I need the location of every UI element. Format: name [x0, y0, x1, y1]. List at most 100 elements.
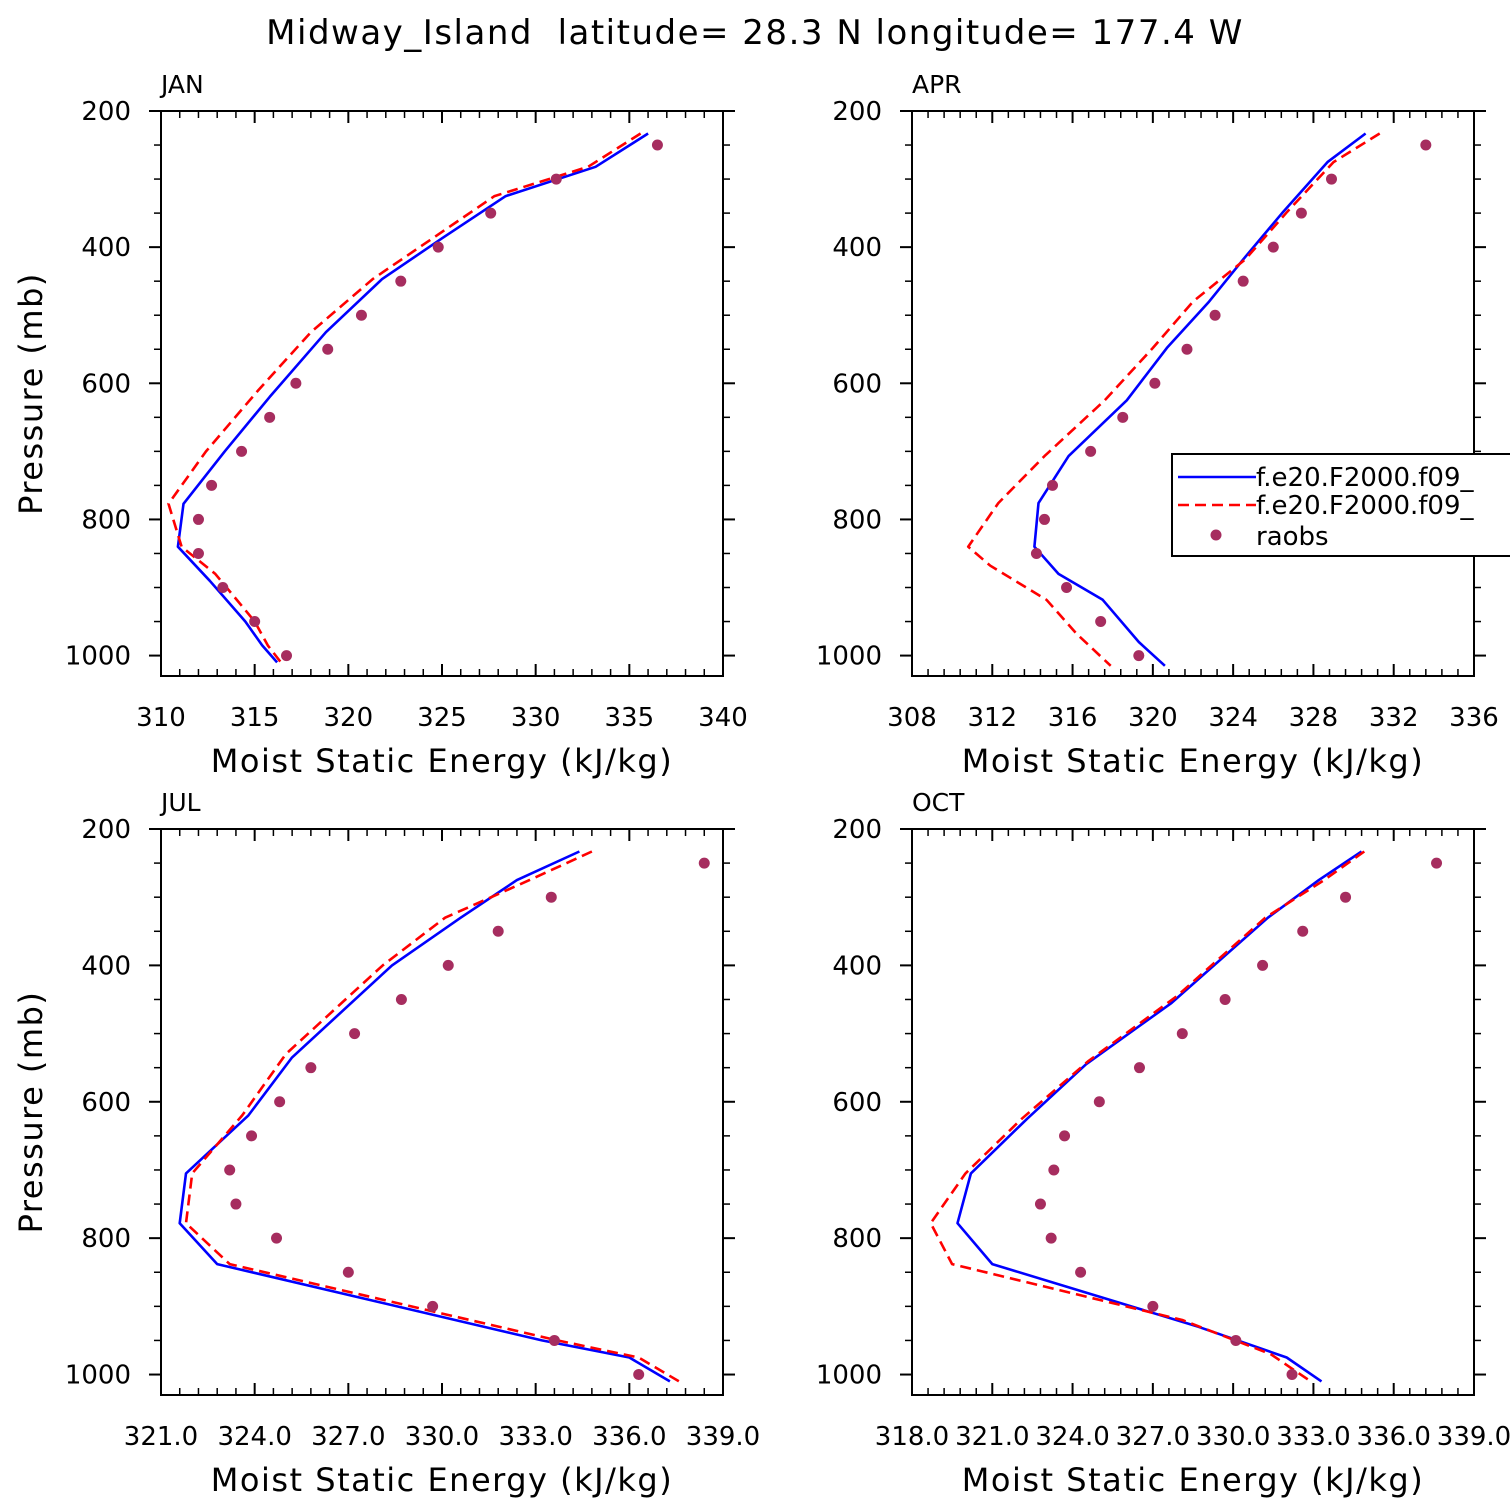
raobs-point — [1117, 411, 1129, 423]
raobs-point — [1219, 993, 1231, 1005]
raobs-point — [485, 207, 497, 219]
raobs-point — [1045, 1232, 1057, 1244]
x-tick-label: 333.0 — [1276, 1422, 1350, 1452]
raobs-point — [230, 1198, 242, 1210]
raobs-point — [545, 891, 557, 903]
raobs-point — [281, 650, 293, 662]
raobs-point — [492, 925, 504, 937]
raobs-point — [246, 1130, 258, 1142]
x-tick-label: 336.0 — [592, 1422, 666, 1452]
raobs-point — [1297, 925, 1309, 937]
x-tick-label: 336.0 — [1356, 1422, 1430, 1452]
x-tick-label: 321.0 — [124, 1422, 198, 1452]
raobs-point — [1048, 1164, 1060, 1176]
y-tick-label: 1000 — [816, 642, 882, 672]
raobs-point — [1181, 343, 1193, 355]
model2-line — [966, 132, 1381, 667]
raobs-point — [342, 1266, 354, 1278]
x-tick-label: 308 — [887, 703, 937, 733]
x-tick-label: 318.0 — [875, 1422, 949, 1452]
x-tick-label: 327.0 — [311, 1422, 385, 1452]
raobs-point — [432, 241, 444, 253]
x-tick-label: 330.0 — [1196, 1422, 1270, 1452]
y-tick-label: 1000 — [816, 1361, 882, 1391]
raobs-point — [1093, 1096, 1105, 1108]
y-tick-label: 800 — [81, 505, 131, 535]
x-axis-label: Moist Static Energy (kJ/kg) — [211, 742, 673, 780]
x-tick-label: 320 — [1128, 703, 1178, 733]
x-tick-label: 330.0 — [405, 1422, 479, 1452]
legend-box — [1171, 453, 1510, 557]
raobs-point — [1325, 173, 1337, 185]
legend-label: f.e20.F2000.f09_ — [1256, 463, 1474, 493]
raobs-point — [1286, 1369, 1298, 1381]
y-tick-label: 200 — [832, 97, 882, 127]
raobs-point — [698, 857, 710, 869]
x-tick-label: 327.0 — [1116, 1422, 1190, 1452]
raobs-point — [442, 959, 454, 971]
raobs-point — [1075, 1266, 1087, 1278]
x-tick-label: 339.0 — [1437, 1422, 1510, 1452]
y-tick-label: 400 — [832, 233, 882, 263]
y-tick-label: 1000 — [65, 1361, 131, 1391]
x-tick-label: 330 — [511, 703, 561, 733]
raobs-point — [1340, 891, 1352, 903]
x-tick-label: 340 — [698, 703, 748, 733]
raobs-point — [1420, 139, 1432, 151]
x-tick-label: 316 — [1048, 703, 1098, 733]
raobs-point — [290, 377, 302, 389]
chart-panel-apr: 308 312 316 320 324 328 332 336 200 400 600 800 1000… — [816, 70, 1499, 780]
raobs-point — [1133, 650, 1145, 662]
raobs-point — [264, 411, 276, 423]
model2-line — [929, 850, 1366, 1383]
y-tick-label: 800 — [81, 1224, 131, 1254]
x-tick-label: 324.0 — [217, 1422, 291, 1452]
raobs-point — [217, 582, 229, 594]
raobs-point — [322, 343, 334, 355]
series-group — [178, 850, 710, 1385]
x-tick-label: 332 — [1369, 703, 1419, 733]
y-tick-label: 400 — [81, 951, 131, 981]
x-tick-label: 324.0 — [1035, 1422, 1109, 1452]
x-axis-label: Moist Static Energy (kJ/kg) — [962, 1461, 1424, 1499]
model1-line — [1033, 132, 1367, 667]
raobs-point — [236, 445, 248, 457]
raobs-point — [192, 547, 204, 559]
raobs-point — [1149, 377, 1161, 389]
panel-title: APR — [912, 70, 962, 99]
y-tick-label: 200 — [81, 815, 131, 845]
y-axis-label: Pressure (mb) — [12, 991, 50, 1234]
legend-label: raobs — [1256, 522, 1329, 552]
raobs-point — [1431, 857, 1443, 869]
raobs-point — [1295, 207, 1307, 219]
raobs-point — [651, 139, 663, 151]
raobs-point — [349, 1028, 361, 1040]
raobs-point — [1267, 241, 1279, 253]
chart-panel-oct: 318.0 321.0 324.0 327.0 330.0 333.0 336.0 339.0… — [816, 788, 1510, 1499]
x-tick-label: 339.0 — [686, 1422, 760, 1452]
series-group — [966, 132, 1432, 667]
raobs-point — [548, 1334, 560, 1346]
raobs-point — [427, 1300, 439, 1312]
y-tick-label: 200 — [81, 97, 131, 127]
x-axis-label: Moist Static Energy (kJ/kg) — [211, 1461, 673, 1499]
legend-label: f.e20.F2000.f09_ — [1256, 491, 1474, 521]
chart-panel-jul: 321.0 324.0 327.0 330.0 333.0 336.0 339.0 200 40… — [12, 788, 760, 1499]
raobs-point — [1047, 479, 1058, 491]
x-tick-label: 315 — [230, 703, 280, 733]
chart-panel-jan: 310 315 320 325 330 335 340 200 400 600 800 1000 JAN… — [12, 70, 748, 780]
x-tick-label: 324 — [1208, 703, 1258, 733]
raobs-point — [1061, 582, 1073, 594]
series-group — [929, 850, 1443, 1383]
x-tick-label: 321.0 — [955, 1422, 1029, 1452]
raobs-point — [633, 1369, 645, 1381]
raobs-point — [249, 616, 261, 628]
y-tick-label: 800 — [832, 1224, 882, 1254]
model2-line — [184, 850, 684, 1385]
raobs-point — [1030, 547, 1042, 559]
y-tick-label: 800 — [832, 505, 882, 535]
raobs-point — [274, 1096, 286, 1108]
raobs-point — [355, 309, 367, 321]
raobs-point — [1059, 1130, 1071, 1142]
